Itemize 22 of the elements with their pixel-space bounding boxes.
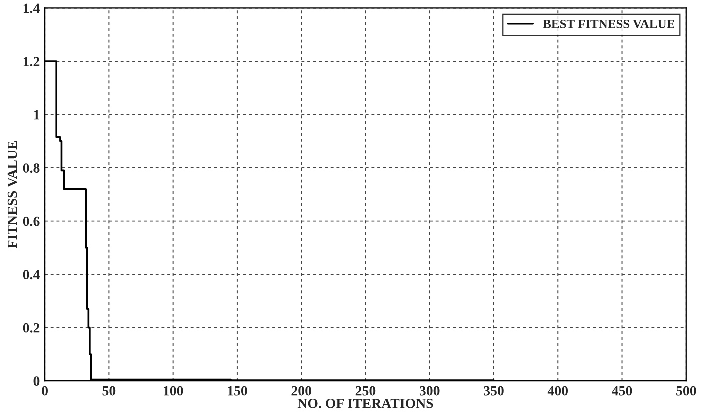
x-tick-label: 500 (676, 386, 696, 396)
y-tick-label: 0.2 (23, 323, 40, 333)
x-tick-label: 350 (484, 386, 504, 396)
x-tick-label: 200 (292, 386, 312, 396)
y-tick-label: 0.6 (23, 216, 40, 226)
x-tick-label: 300 (420, 386, 440, 396)
y-tick-label: 1.2 (24, 57, 40, 67)
y-axis-title: FITNESS VALUE (8, 141, 18, 248)
x-tick-label: 450 (612, 386, 632, 396)
x-axis-title: NO. OF ITERATIONS (298, 398, 434, 408)
x-tick-label: 0 (42, 386, 48, 396)
y-tick-label: 0.4 (23, 270, 40, 280)
y-tick-label: 1.4 (24, 4, 40, 14)
y-tick-label: 0.8 (23, 164, 40, 174)
legend-label: BEST FITNESS VALUE (543, 20, 675, 28)
x-tick-label: 250 (356, 386, 376, 396)
y-tick-label: 1 (34, 110, 40, 120)
x-tick-label: 400 (548, 386, 568, 396)
x-tick-label: 100 (164, 386, 184, 396)
x-tick-label: 50 (102, 386, 116, 396)
x-tick-label: 150 (228, 386, 248, 396)
y-tick-label: 0 (34, 376, 40, 386)
